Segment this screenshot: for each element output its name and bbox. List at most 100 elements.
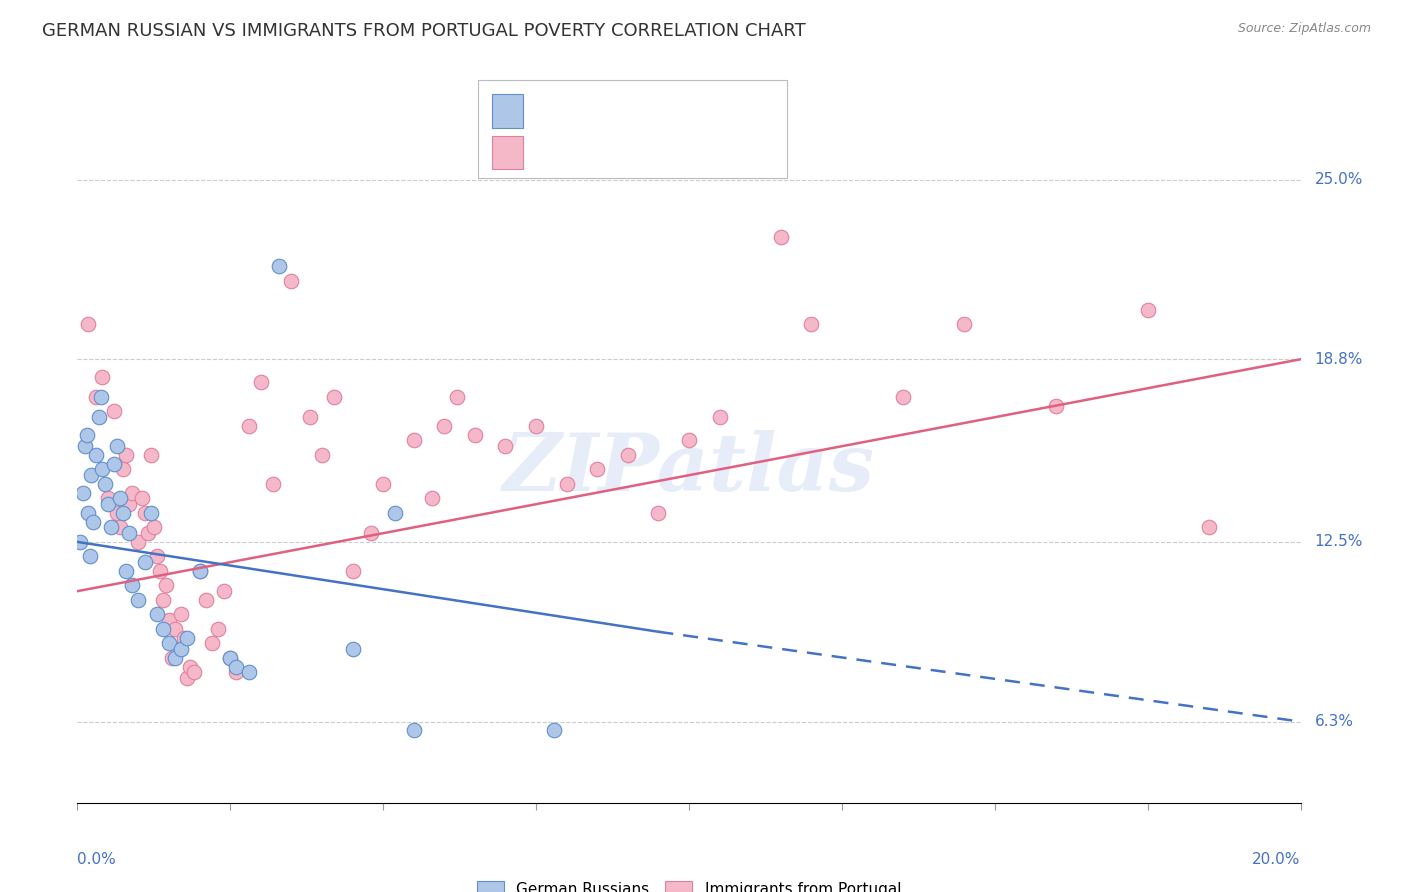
Point (121, 578, 143, 592)
Point (155, 578, 177, 592)
Text: R = -0.195   N = 40: R = -0.195 N = 40 (534, 103, 685, 118)
Point (647, 506, 669, 520)
Point (1198, 520, 1220, 534)
Point (108, 491, 131, 506)
Point (555, 476, 578, 491)
Point (72, 485, 94, 500)
Point (134, 506, 156, 520)
Point (84, 448, 107, 462)
Point (219, 651, 242, 665)
Point (402, 723, 425, 738)
Point (139, 448, 162, 462)
Point (173, 631, 195, 645)
Legend: German Russians, Immigrants from Portugal: German Russians, Immigrants from Portuga… (471, 875, 907, 892)
Point (280, 274, 302, 288)
Point (524, 419, 547, 434)
Point (298, 410, 321, 425)
Point (212, 584, 235, 599)
Point (73, 439, 96, 453)
Text: R =  0.299   N = 67: R = 0.299 N = 67 (534, 145, 683, 160)
Point (371, 476, 394, 491)
Point (146, 607, 169, 622)
Point (134, 555, 156, 569)
Point (165, 622, 187, 636)
Y-axis label: Poverty: Poverty (0, 425, 7, 484)
Point (84, 390, 107, 404)
Point (495, 439, 517, 453)
Point (800, 318, 823, 332)
Point (127, 592, 149, 607)
Point (188, 564, 211, 578)
Point (269, 260, 291, 274)
Text: 6.3%: 6.3% (1315, 714, 1354, 729)
Point (617, 448, 640, 462)
Point (121, 485, 143, 500)
Point (127, 534, 149, 549)
Point (157, 636, 180, 650)
Point (152, 622, 174, 636)
Point (342, 564, 364, 578)
Point (97, 491, 120, 506)
Point (188, 564, 211, 578)
Point (207, 622, 229, 636)
Point (77, 506, 100, 520)
Point (342, 642, 364, 657)
Point (709, 410, 731, 425)
Point (238, 665, 260, 680)
Text: ZIPatlas: ZIPatlas (503, 430, 875, 508)
Point (115, 564, 138, 578)
Point (1045, 399, 1067, 413)
Point (115, 448, 138, 462)
Point (103, 457, 125, 471)
Text: GERMAN RUSSIAN VS IMMIGRANTS FROM PORTUGAL POVERTY CORRELATION CHART: GERMAN RUSSIAN VS IMMIGRANTS FROM PORTUG… (42, 22, 806, 40)
Point (118, 526, 141, 541)
Point (90, 390, 112, 404)
Point (90, 462, 112, 476)
Point (149, 564, 172, 578)
Text: Source: ZipAtlas.com: Source: ZipAtlas.com (1237, 22, 1371, 36)
Point (384, 506, 406, 520)
Point (586, 462, 609, 476)
Point (179, 659, 201, 673)
Point (90, 369, 112, 384)
Point (183, 665, 205, 680)
Point (94, 476, 117, 491)
Point (112, 506, 135, 520)
Point (165, 651, 187, 665)
Point (891, 390, 914, 404)
Point (402, 434, 425, 448)
Point (82, 515, 104, 529)
Point (167, 642, 190, 657)
Point (238, 419, 260, 434)
Point (219, 651, 242, 665)
Point (311, 448, 333, 462)
Point (170, 642, 193, 657)
Point (79, 549, 101, 564)
Point (170, 607, 193, 622)
Point (446, 390, 468, 404)
Point (152, 592, 174, 607)
Point (77, 318, 100, 332)
Point (105, 506, 128, 520)
Point (176, 671, 198, 685)
Point (97, 497, 120, 511)
Point (160, 651, 183, 665)
Point (80, 468, 103, 483)
Point (201, 636, 224, 650)
Point (139, 506, 162, 520)
Text: 0.0%: 0.0% (77, 852, 117, 867)
Point (69, 534, 91, 549)
Point (76, 427, 98, 442)
Point (225, 665, 247, 680)
Point (262, 476, 284, 491)
Text: 25.0%: 25.0% (1315, 172, 1362, 187)
Point (87, 410, 110, 425)
Point (100, 520, 122, 534)
Point (112, 462, 135, 476)
Point (678, 434, 700, 448)
Point (157, 613, 180, 627)
Point (543, 723, 565, 738)
Point (1136, 303, 1159, 318)
Point (953, 318, 976, 332)
Point (194, 592, 217, 607)
